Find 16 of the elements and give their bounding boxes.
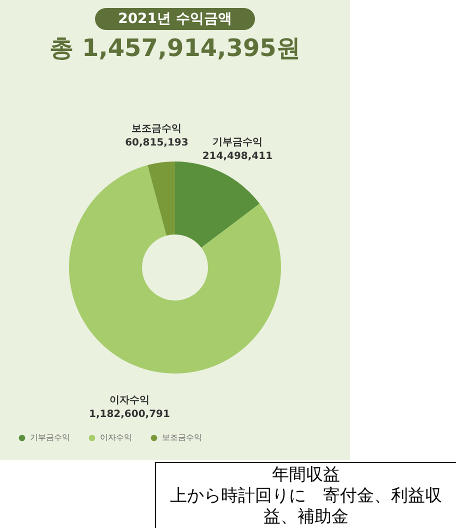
legend-label: 기부금수익 — [30, 433, 70, 442]
data-label: 214,498,411 — [202, 151, 273, 162]
text: 年間収益 — [271, 465, 341, 486]
data-label: 60,815,193 — [125, 138, 188, 149]
slice-label: 보조금수익 — [132, 124, 182, 135]
donut-slice — [69, 165, 281, 374]
chart-subtitle: 총 1,457,914,395원 — [48, 33, 302, 64]
donut-slice — [175, 162, 260, 248]
data-label: 1,182,600,791 — [88, 408, 170, 420]
slice-label: 기부금수익 — [212, 137, 262, 148]
legend-label: 이자수익 — [100, 433, 132, 442]
donut-slice — [148, 162, 175, 236]
chart-title: 2021년 수익금액 — [95, 8, 255, 30]
legend-label: 보조금수익 — [162, 433, 202, 442]
slice-label: 이자수익 — [109, 394, 150, 406]
text: 上から時計回りに 寄付金、利益収益、補助金 — [169, 486, 443, 528]
